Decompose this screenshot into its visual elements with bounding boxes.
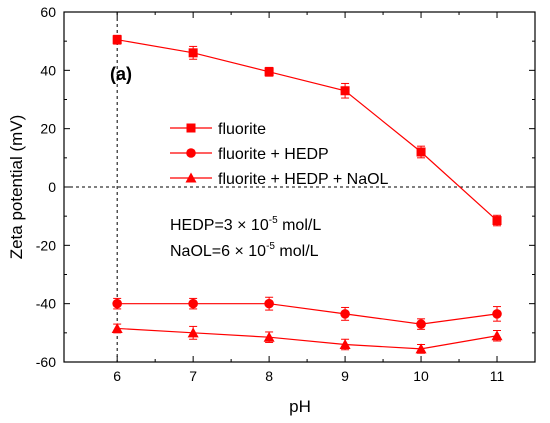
y-tick-label: 0 xyxy=(48,179,56,195)
y-tick-label: 60 xyxy=(40,4,56,20)
data-point xyxy=(188,48,198,58)
legend-marker xyxy=(185,172,197,183)
x-axis-title: pH xyxy=(289,397,311,416)
legend-marker xyxy=(186,148,196,158)
x-tick-label: 7 xyxy=(189,368,197,384)
series-triangle xyxy=(111,322,503,354)
legend-marker xyxy=(186,123,196,133)
annotation-hedp: HEDP=3 × 10-5 mol/L xyxy=(170,215,321,234)
y-tick-label: -40 xyxy=(36,296,56,312)
x-tick-label: 9 xyxy=(341,368,349,384)
data-series xyxy=(111,34,503,354)
series-line xyxy=(117,327,498,350)
legend-item-circle: fluorite + HEDP xyxy=(170,146,329,163)
panel-label: (a) xyxy=(110,64,132,84)
data-point xyxy=(415,343,427,354)
data-point xyxy=(187,327,199,338)
x-tick-label: 10 xyxy=(413,368,429,384)
data-point xyxy=(416,319,426,329)
series-line xyxy=(117,39,498,221)
data-point xyxy=(263,331,275,342)
data-point xyxy=(492,309,502,319)
data-point xyxy=(340,86,350,96)
data-point xyxy=(416,147,426,157)
reference-lines xyxy=(64,12,535,362)
data-point xyxy=(492,216,502,226)
data-point xyxy=(491,330,503,341)
data-point xyxy=(112,298,122,309)
annotation-naol: NaOL=6 × 10-5 mol/L xyxy=(170,241,319,260)
data-point xyxy=(264,298,274,309)
data-point xyxy=(339,339,351,349)
x-tick-label: 11 xyxy=(490,368,505,384)
y-tick-label: -20 xyxy=(36,237,56,253)
data-point xyxy=(111,322,123,333)
ticks: 6 7 8 9 10 11 -60 -40 -20 0 20 40 60 xyxy=(36,4,535,384)
y-axis-title: Zeta potential (mV) xyxy=(7,115,26,260)
y-tick-label: -60 xyxy=(36,354,56,370)
x-tick-label: 6 xyxy=(113,368,121,384)
x-tick-label: 8 xyxy=(265,368,273,384)
y-tick-label: 40 xyxy=(40,62,56,78)
annotations: HEDP=3 × 10-5 mol/L NaOL=6 × 10-5 mol/L xyxy=(170,215,321,260)
series-line xyxy=(117,303,498,325)
legend-item-square: fluorite xyxy=(170,121,266,138)
legend-item-triangle: fluorite + HEDP + NaOL xyxy=(170,171,389,188)
data-point xyxy=(264,67,274,77)
data-point xyxy=(188,298,198,309)
legend-label: fluorite xyxy=(218,121,266,138)
legend-label: fluorite + HEDP xyxy=(218,146,329,163)
series-square xyxy=(112,34,502,227)
data-point xyxy=(112,35,122,45)
series-circle xyxy=(112,296,502,330)
legend-label: fluorite + HEDP + NaOL xyxy=(218,171,389,188)
data-point xyxy=(340,309,350,319)
y-tick-label: 20 xyxy=(40,121,56,137)
legend: fluorite fluorite + HEDP fluorite + HEDP +… xyxy=(170,121,389,188)
